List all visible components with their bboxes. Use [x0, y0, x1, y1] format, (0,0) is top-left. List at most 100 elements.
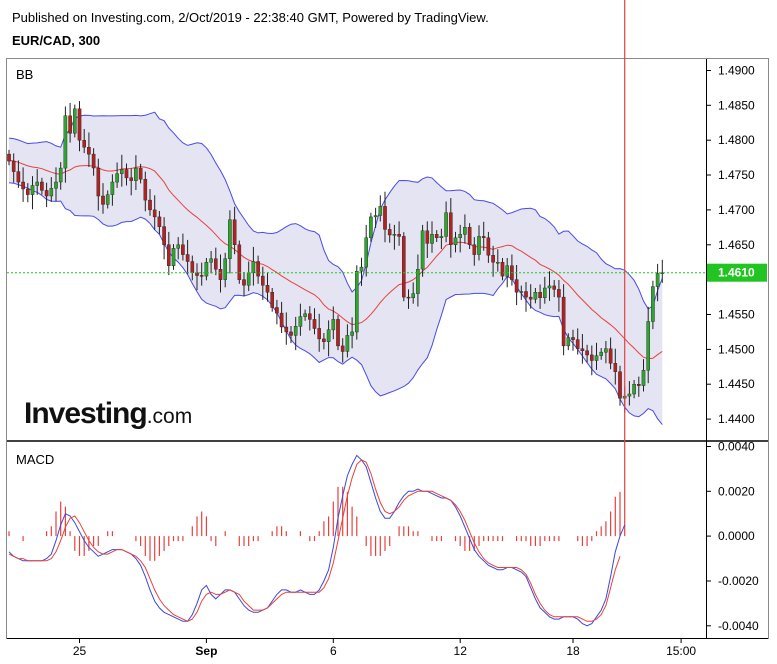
candle[interactable] — [458, 224, 463, 253]
candle[interactable] — [599, 348, 603, 360]
candle[interactable] — [157, 211, 162, 235]
candle[interactable] — [402, 232, 406, 302]
candle[interactable] — [547, 271, 552, 301]
candle[interactable] — [580, 334, 585, 364]
candle[interactable] — [411, 282, 416, 304]
candle[interactable] — [7, 149, 11, 166]
candle[interactable] — [651, 280, 655, 330]
candle[interactable] — [171, 244, 176, 270]
candle[interactable] — [604, 341, 608, 364]
candle[interactable] — [481, 221, 486, 251]
candle[interactable] — [397, 221, 401, 246]
candle[interactable] — [298, 303, 303, 336]
candle[interactable] — [453, 231, 458, 253]
candle[interactable] — [148, 189, 152, 216]
candle[interactable] — [463, 214, 467, 244]
candle[interactable] — [199, 262, 204, 286]
candle[interactable] — [420, 224, 425, 277]
candle[interactable] — [251, 246, 256, 286]
candle[interactable] — [491, 245, 495, 277]
candle[interactable] — [594, 342, 599, 370]
candle[interactable] — [444, 201, 448, 243]
candle[interactable] — [237, 240, 242, 284]
candle[interactable] — [613, 348, 618, 385]
candle[interactable] — [632, 380, 636, 399]
candle[interactable] — [355, 265, 359, 340]
candle[interactable] — [646, 306, 650, 384]
candle[interactable] — [477, 225, 481, 261]
candle[interactable] — [486, 231, 491, 263]
candle[interactable] — [331, 306, 336, 340]
candle[interactable] — [101, 183, 105, 214]
candle[interactable] — [519, 285, 524, 300]
candle[interactable] — [660, 259, 665, 283]
candle[interactable] — [63, 106, 68, 183]
candle[interactable] — [54, 167, 58, 202]
candle[interactable] — [204, 258, 209, 281]
candle[interactable] — [364, 224, 369, 277]
candle[interactable] — [430, 221, 434, 253]
candle[interactable] — [21, 167, 25, 202]
candle[interactable] — [514, 265, 519, 306]
candle[interactable] — [383, 191, 387, 243]
candle[interactable] — [392, 224, 397, 250]
candle[interactable] — [228, 210, 232, 274]
candle[interactable] — [218, 254, 223, 293]
candle[interactable] — [543, 276, 547, 304]
candle[interactable] — [585, 344, 589, 363]
candle[interactable] — [406, 289, 411, 309]
candle[interactable] — [350, 317, 354, 349]
candle[interactable] — [284, 312, 289, 345]
candle[interactable] — [303, 309, 307, 321]
candle[interactable] — [72, 104, 77, 138]
candle[interactable] — [528, 284, 533, 309]
candle[interactable] — [575, 328, 580, 355]
candle[interactable] — [232, 206, 237, 255]
candle[interactable] — [275, 299, 279, 325]
candle[interactable] — [270, 288, 275, 312]
candle[interactable] — [40, 177, 44, 195]
candle[interactable] — [124, 163, 129, 186]
candle[interactable] — [439, 228, 444, 249]
candle[interactable] — [162, 217, 166, 260]
candle[interactable] — [105, 190, 110, 209]
candle[interactable] — [655, 263, 660, 302]
candle[interactable] — [58, 162, 63, 190]
candle[interactable] — [119, 154, 124, 187]
candle[interactable] — [472, 237, 477, 266]
candle[interactable] — [590, 345, 594, 376]
candle[interactable] — [152, 195, 157, 230]
candle[interactable] — [96, 158, 101, 211]
candle[interactable] — [115, 162, 119, 188]
candle[interactable] — [336, 315, 340, 351]
candle[interactable] — [26, 183, 30, 203]
candle[interactable] — [641, 359, 646, 392]
candle[interactable] — [110, 174, 115, 206]
candle[interactable] — [209, 251, 213, 274]
candle[interactable] — [35, 169, 39, 195]
candle[interactable] — [16, 160, 21, 188]
candle[interactable] — [373, 207, 378, 228]
candle[interactable] — [425, 221, 430, 258]
candle[interactable] — [134, 155, 138, 190]
candle[interactable] — [416, 254, 420, 307]
candle[interactable] — [289, 326, 293, 344]
candle[interactable] — [265, 272, 270, 302]
candle[interactable] — [467, 223, 472, 249]
candle[interactable] — [308, 306, 312, 331]
candle[interactable] — [449, 198, 453, 258]
candle[interactable] — [618, 365, 622, 406]
candle[interactable] — [434, 230, 439, 242]
candle[interactable] — [312, 308, 317, 335]
candle[interactable] — [496, 249, 500, 272]
candle[interactable] — [213, 247, 218, 276]
candle[interactable] — [44, 182, 49, 208]
candle[interactable] — [561, 284, 566, 356]
candle[interactable] — [91, 148, 96, 176]
candle[interactable] — [340, 338, 345, 363]
candle[interactable] — [345, 324, 350, 358]
candle[interactable] — [637, 376, 641, 397]
candle[interactable] — [293, 316, 298, 351]
candle[interactable] — [326, 320, 331, 357]
